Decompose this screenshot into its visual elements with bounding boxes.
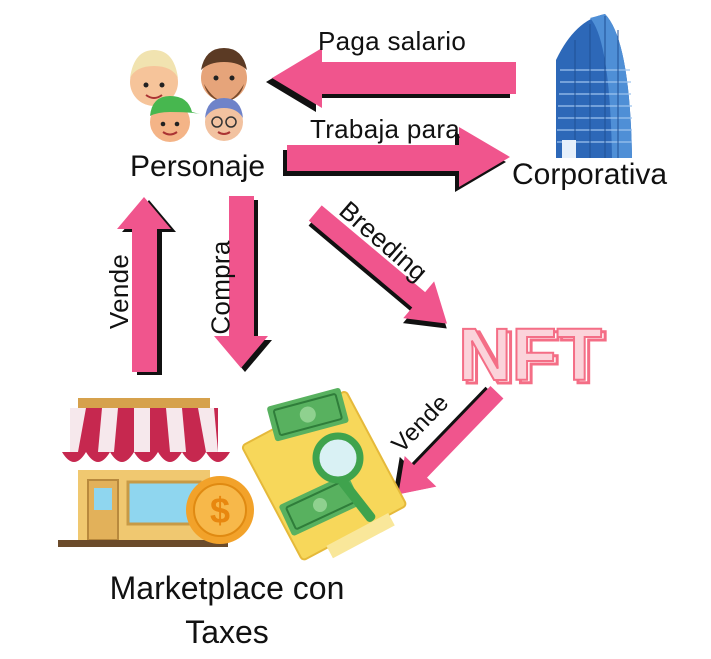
nft-logo-text: NFT [458,313,602,396]
edge-label-compra: Compra [205,240,236,335]
coin-icon: $ [186,476,254,544]
arrow-paga-salario [266,48,516,112]
people-icon [130,48,247,142]
arrow-breeding [308,205,448,329]
nft-logo: NFT NFT [457,312,607,401]
skyscraper-icon [556,14,632,158]
arrow-vende-nft [393,385,504,496]
arrow-vende-left [117,197,176,375]
marketplace-line-1: Marketplace con [109,570,345,606]
edge-label-trabaja-para: Trabaja para [310,114,461,144]
marketplace-line-2: Taxes [185,614,269,650]
svg-text:$: $ [210,490,230,531]
node-label-marketplace: Marketplace con Taxes [92,566,362,654]
edge-label-paga-salario: Paga salario [318,26,467,56]
node-label-corporativa: Corporativa [512,158,668,191]
nft-logo-shadow: NFT [462,316,606,399]
node-label-personaje: Personaje [130,150,266,183]
edge-label-vende-left: Vende [104,253,135,330]
arrow-trabaja-para [283,127,510,192]
storefront-icon [58,398,230,547]
tax-document-icon [241,388,407,561]
arrow-compra [214,196,272,372]
